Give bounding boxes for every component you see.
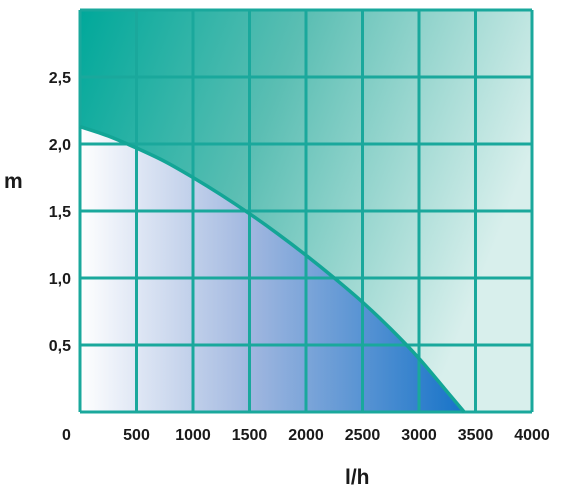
y-tick-label: 1,0 bbox=[49, 271, 71, 288]
x-tick-label: 4000 bbox=[514, 427, 550, 444]
y-tick-label: 2,5 bbox=[49, 70, 71, 87]
y-tick-label: 1,5 bbox=[49, 204, 71, 221]
y-axis-label: m bbox=[4, 170, 23, 193]
origin-label: 0 bbox=[62, 427, 71, 444]
x-tick-label: 1000 bbox=[175, 427, 211, 444]
x-axis-ticks: 500 1000 1500 2000 2500 3000 3500 4000 bbox=[123, 427, 550, 444]
grid bbox=[78, 8, 534, 414]
y-axis-ticks: 0,5 1,0 1,5 2,0 2,5 bbox=[49, 70, 71, 355]
y-tick-label: 0,5 bbox=[49, 338, 71, 355]
performance-area-fill bbox=[80, 126, 465, 412]
x-tick-label: 3000 bbox=[401, 427, 437, 444]
y-tick-label: 2,0 bbox=[49, 137, 71, 154]
x-tick-label: 500 bbox=[123, 427, 150, 444]
x-tick-label: 1500 bbox=[232, 427, 268, 444]
x-tick-label: 2500 bbox=[345, 427, 381, 444]
x-axis-label: l/h bbox=[345, 466, 370, 489]
x-tick-label: 2000 bbox=[288, 427, 324, 444]
x-tick-label: 3500 bbox=[458, 427, 494, 444]
performance-curve bbox=[79, 124, 466, 414]
